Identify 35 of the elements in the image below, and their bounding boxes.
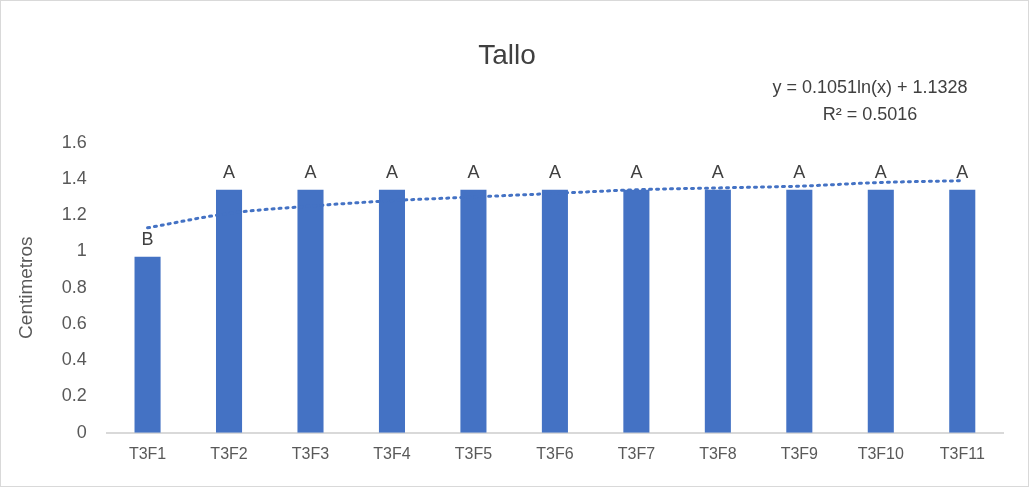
y-axis-title: Centimetros xyxy=(14,236,36,339)
x-tick-label: T3F10 xyxy=(857,444,905,462)
x-tick-label: T3F4 xyxy=(373,444,411,462)
data-label: A xyxy=(467,161,480,182)
y-tick-label: 0 xyxy=(76,421,87,442)
text: R² = 0.5016 xyxy=(822,104,918,124)
data-label: A xyxy=(304,161,317,182)
data-label: A xyxy=(793,161,806,182)
y-tick-label: 0.6 xyxy=(61,312,87,333)
data-label: A xyxy=(956,161,969,182)
y-tick-label: 0.4 xyxy=(61,349,87,370)
data-label: A xyxy=(874,161,887,182)
y-tick-label: 1.2 xyxy=(61,204,87,225)
x-tick-label: T3F3 xyxy=(291,444,330,462)
x-tick-label: T3F11 xyxy=(939,444,985,462)
x-tick-label: T3F5 xyxy=(454,444,493,462)
chart-title: Tallo xyxy=(478,38,536,70)
y-tick-label: 0.8 xyxy=(61,276,87,297)
data-label: B xyxy=(141,228,154,249)
x-tick-label: T3F6 xyxy=(536,444,574,462)
data-label: A xyxy=(223,161,236,182)
data-label: A xyxy=(548,161,561,182)
data-label: A xyxy=(630,161,643,182)
data-label: A xyxy=(385,161,398,182)
text: y = 0.1051ln(x) + 1.1328 xyxy=(772,77,968,97)
x-tick-label: T3F9 xyxy=(780,444,819,462)
x-tick-label: T3F8 xyxy=(699,444,737,462)
y-tick-label: 1.6 xyxy=(61,131,87,152)
x-tick-label: T3F2 xyxy=(210,444,248,462)
y-tick-label: 1 xyxy=(76,240,87,261)
y-tick-label: 0.2 xyxy=(61,385,87,406)
x-tick-label: T3F1 xyxy=(128,444,167,462)
x-tick-label: T3F7 xyxy=(617,444,656,462)
y-tick-label: 1.4 xyxy=(61,167,87,188)
data-label: A xyxy=(711,161,724,182)
